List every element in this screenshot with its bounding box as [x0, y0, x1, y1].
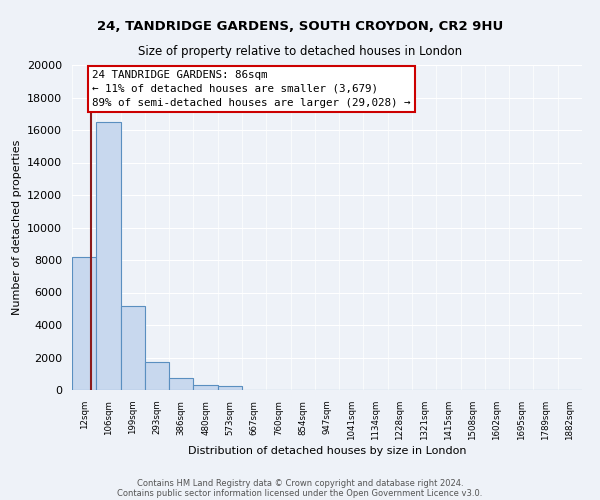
- Bar: [169, 378, 193, 390]
- Bar: [96, 122, 121, 390]
- Bar: [193, 385, 218, 390]
- Bar: [121, 306, 145, 390]
- Text: Size of property relative to detached houses in London: Size of property relative to detached ho…: [138, 45, 462, 58]
- X-axis label: Distribution of detached houses by size in London: Distribution of detached houses by size …: [188, 446, 466, 456]
- Text: Contains HM Land Registry data © Crown copyright and database right 2024.: Contains HM Land Registry data © Crown c…: [137, 478, 463, 488]
- Text: 24 TANDRIDGE GARDENS: 86sqm
← 11% of detached houses are smaller (3,679)
89% of : 24 TANDRIDGE GARDENS: 86sqm ← 11% of det…: [92, 70, 411, 108]
- Text: 24, TANDRIDGE GARDENS, SOUTH CROYDON, CR2 9HU: 24, TANDRIDGE GARDENS, SOUTH CROYDON, CR…: [97, 20, 503, 33]
- Bar: [145, 362, 169, 390]
- Bar: [72, 257, 96, 390]
- Y-axis label: Number of detached properties: Number of detached properties: [11, 140, 22, 315]
- Text: Contains public sector information licensed under the Open Government Licence v3: Contains public sector information licen…: [118, 488, 482, 498]
- Bar: [218, 386, 242, 390]
